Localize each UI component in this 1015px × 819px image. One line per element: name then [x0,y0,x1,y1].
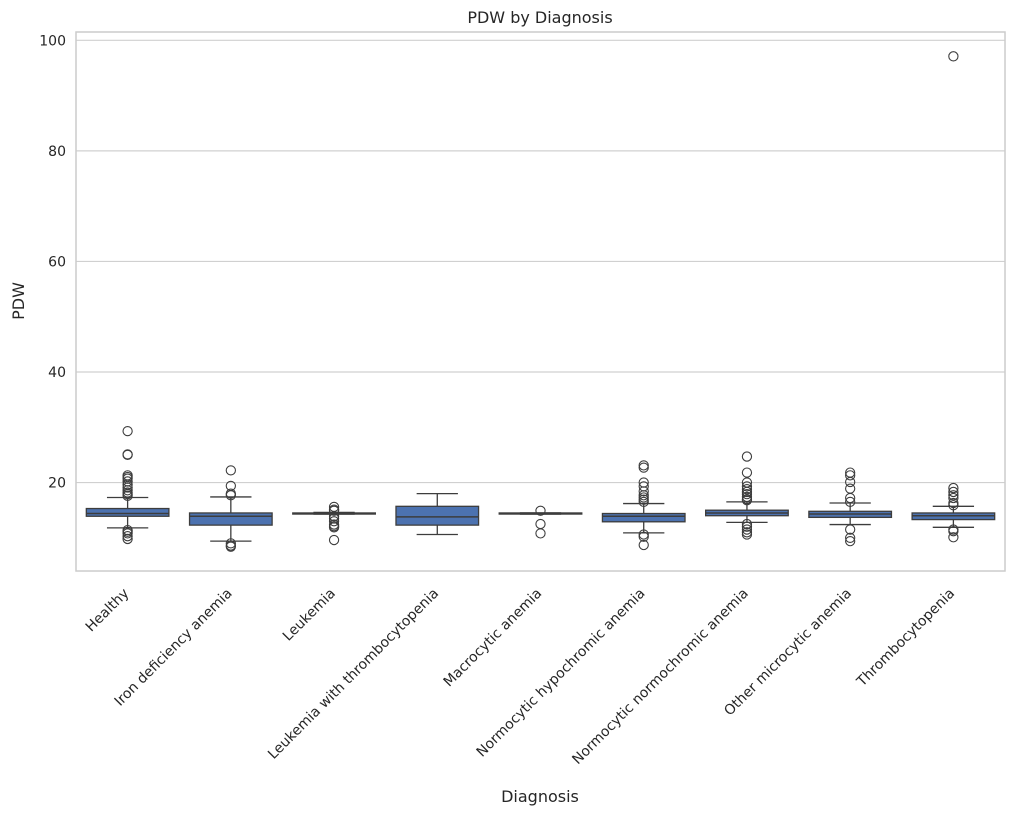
outlier-point [741,495,753,506]
outlier-point [741,467,753,478]
outlier-point [638,486,649,497]
outlier-point [948,490,959,501]
box-group [292,501,376,546]
outlier-point [328,522,340,533]
y-tick-label: 100 [39,33,66,49]
outlier-point [328,534,340,546]
box [85,507,170,517]
outlier-point [845,524,856,535]
outlier-point [741,518,753,530]
outlier-point [122,490,133,501]
outlier-point [741,521,753,532]
outlier-point [122,533,133,545]
outlier-point [328,516,340,527]
outlier-point [741,489,753,500]
outlier-point [122,482,133,493]
x-tick-label: Leukemia with thrombocytopenia [265,586,442,763]
outlier-point [741,481,753,492]
x-tick-label: Healthy [83,586,133,636]
outlier-point [948,486,959,498]
outlier-point [638,460,649,471]
box [395,505,480,526]
box-group [601,460,686,551]
outlier-point [535,528,546,539]
outlier-point [741,529,753,540]
outlier-point [741,484,753,495]
x-tick-label: Thrombocytopenia [853,586,958,691]
grid-lines [76,39,1005,484]
y-tick-label: 20 [48,476,66,492]
chart-title: PDW by Diagnosis [467,8,612,27]
box-series [85,51,996,552]
y-tick-label: 80 [48,144,66,160]
box-group [395,492,480,536]
y-axis-label: PDW [9,282,28,320]
y-tick-label: 40 [48,365,66,381]
outlier-point [122,528,133,539]
outlier-point [845,483,856,494]
outlier-point [948,526,959,537]
outlier-point [741,451,753,462]
outlier-point [638,496,649,508]
outlier-point [845,492,856,504]
outlier-point [845,476,856,488]
outlier-point [122,449,133,461]
outlier-point [225,490,236,501]
box-group [911,51,996,543]
outlier-point [948,500,959,511]
plot-frame [75,31,1006,572]
x-tick-label: Normocytic hypochromic anemia [474,586,649,761]
outlier-point [845,532,856,543]
box [188,512,273,526]
outlier-point [845,535,856,547]
box-group [808,467,893,547]
box [601,512,686,523]
y-tick-label: 60 [48,254,66,270]
outlier-point [225,541,236,552]
x-tick-label: Normocytic normochromic anemia [569,586,751,768]
outlier-point [122,425,133,437]
outlier-point [845,496,856,508]
box-group [188,465,273,552]
outlier-point [638,462,649,473]
outlier-point [948,482,959,494]
box-group [498,505,583,539]
x-axis-label: Diagnosis [501,787,579,806]
outlier-point [948,532,959,543]
outlier-point [845,470,856,481]
x-tick-label: Leukemia [280,586,339,645]
outlier-point [741,524,753,535]
outlier-point [535,518,546,530]
outlier-point [535,505,546,516]
x-tick-label: Macrocytic anemia [441,586,546,691]
box-group [705,451,789,540]
outlier-point [122,531,133,542]
x-tick-label: Iron deficiency anemia [112,586,236,710]
outlier-point [328,505,340,516]
outlier-point [948,51,959,62]
outlier-point [638,531,649,542]
box-group [85,425,170,545]
outlier-point [948,492,959,504]
y-tick-labels: 20 40 60 80 100 [39,33,66,491]
outlier-point [225,465,236,476]
outlier-point [638,539,649,551]
